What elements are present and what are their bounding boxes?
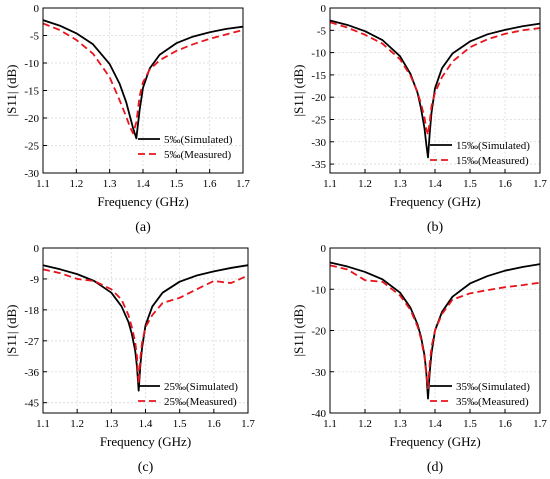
y-axis-title: |S11| (dB) [291, 64, 306, 116]
y-tick-label: -20 [311, 326, 326, 338]
legend-entry: 25‰(Simulated) [164, 381, 238, 393]
series-line-simulated [329, 19, 541, 159]
x-axis-title: Frequency (GHz) [389, 194, 480, 209]
panel-label: (a) [135, 220, 151, 235]
y-tick-label: -45 [24, 398, 39, 410]
legend-entry: 25‰(Measured) [164, 396, 237, 408]
x-tick-label: 1.2 [69, 178, 83, 190]
legend-entry: 15‰(Simulated) [456, 140, 530, 152]
x-tick-label: 1.5 [463, 418, 477, 430]
x-tick-label: 1.6 [498, 418, 512, 430]
x-tick-label: 1.7 [533, 178, 547, 190]
x-tick-label: 1.5 [169, 178, 183, 190]
chart-panel-3: 1.1 1.2 1.3 1.4 1.5 1.6 1.7 0 -9 -18 -27 -36 -45 Freq… [4, 243, 255, 475]
x-axis-title: Frequency (GHz) [97, 194, 188, 209]
y-tick-label: -27 [24, 336, 39, 348]
x-tick-label: 1.1 [323, 178, 337, 190]
legend-entry: 35‰(Measured) [456, 396, 529, 408]
legend-entry: 5‰(Measured) [164, 149, 232, 161]
x-tick-label: 1.7 [236, 178, 250, 190]
y-tick-label: -40 [311, 408, 326, 420]
x-tick-label: 1.1 [36, 418, 50, 430]
x-tick-label: 1.3 [103, 178, 117, 190]
chart-panel-2: 1.1 1.2 1.3 1.4 1.5 1.6 1.7 0 -5 -10 -15 -20 -25 -30 -… [291, 3, 547, 235]
x-tick-label: 1.5 [173, 418, 187, 430]
series-line-simulated [42, 19, 244, 140]
x-tick-label: 1.2 [358, 178, 372, 190]
y-tick-label: -10 [311, 48, 326, 60]
y-tick-label: -25 [311, 114, 326, 126]
y-tick-label: -10 [24, 58, 39, 70]
y-tick-label: 0 [321, 3, 327, 15]
x-tick-label: 1.3 [393, 178, 407, 190]
y-tick-label: 0 [34, 243, 40, 255]
y-tick-label: -25 [24, 141, 39, 153]
y-tick-label: -5 [317, 25, 327, 37]
x-tick-label: 1.4 [136, 178, 150, 190]
x-tick-label: 1.4 [428, 178, 442, 190]
panel-label: (b) [427, 220, 444, 235]
y-tick-label: -30 [311, 137, 326, 149]
x-tick-label: 1.7 [533, 418, 547, 430]
panel-label: (d) [427, 460, 444, 475]
y-tick-label: -20 [311, 92, 326, 104]
y-tick-label: -15 [311, 70, 326, 82]
x-tick-label: 1.1 [323, 418, 337, 430]
series-line-measured [42, 22, 244, 135]
x-tick-label: 1.5 [463, 178, 477, 190]
y-axis-title: |S11| (dB) [4, 304, 19, 356]
y-tick-label: -10 [311, 284, 326, 296]
legend-entry: 15‰(Measured) [456, 155, 529, 167]
x-tick-label: 1.3 [393, 418, 407, 430]
y-tick-label: -30 [311, 367, 326, 379]
legend-entry: 35‰(Simulated) [456, 381, 530, 393]
legend-entry: 5‰(Simulated) [164, 134, 233, 146]
y-tick-label: -9 [30, 274, 40, 286]
x-tick-label: 1.6 [498, 178, 512, 190]
x-tick-label: 1.2 [358, 418, 372, 430]
y-tick-label: 0 [34, 3, 40, 15]
series-line-simulated [329, 261, 541, 400]
chart-panel-1: 1.1 1.2 1.3 1.4 1.5 1.6 1.7 0 -5 -10 -15 -20 -25 -30 F… [4, 3, 250, 235]
y-tick-label: 0 [321, 243, 327, 255]
y-tick-label: -18 [24, 305, 39, 317]
y-tick-label: -36 [24, 367, 39, 379]
x-tick-label: 1.7 [241, 418, 255, 430]
x-tick-label: 1.1 [36, 178, 50, 190]
chart-panel-4: 1.1 1.2 1.3 1.4 1.5 1.6 1.7 0 -10 -20 -30 -40 Freque… [291, 243, 547, 475]
x-tick-label: 1.4 [139, 418, 153, 430]
y-axis-title: |S11| (dB) [4, 64, 19, 116]
x-tick-label: 1.3 [104, 418, 118, 430]
x-axis-title: Frequency (GHz) [100, 434, 191, 449]
y-tick-label: -5 [30, 31, 40, 43]
panel-label: (c) [138, 460, 154, 475]
y-tick-label: -35 [311, 159, 326, 171]
y-tick-label: -30 [24, 168, 39, 180]
x-tick-label: 1.6 [203, 178, 217, 190]
y-axis-title: |S11| (dB) [291, 304, 306, 356]
series-line-measured [329, 264, 541, 390]
series-line-measured [329, 21, 541, 136]
series-line-simulated [42, 264, 249, 392]
x-tick-label: 1.4 [428, 418, 442, 430]
series-line-measured [42, 268, 249, 385]
x-axis-title: Frequency (GHz) [389, 434, 480, 449]
y-tick-label: -15 [24, 86, 39, 98]
x-tick-label: 1.6 [207, 418, 221, 430]
x-tick-label: 1.2 [70, 418, 84, 430]
y-tick-label: -20 [24, 113, 39, 125]
